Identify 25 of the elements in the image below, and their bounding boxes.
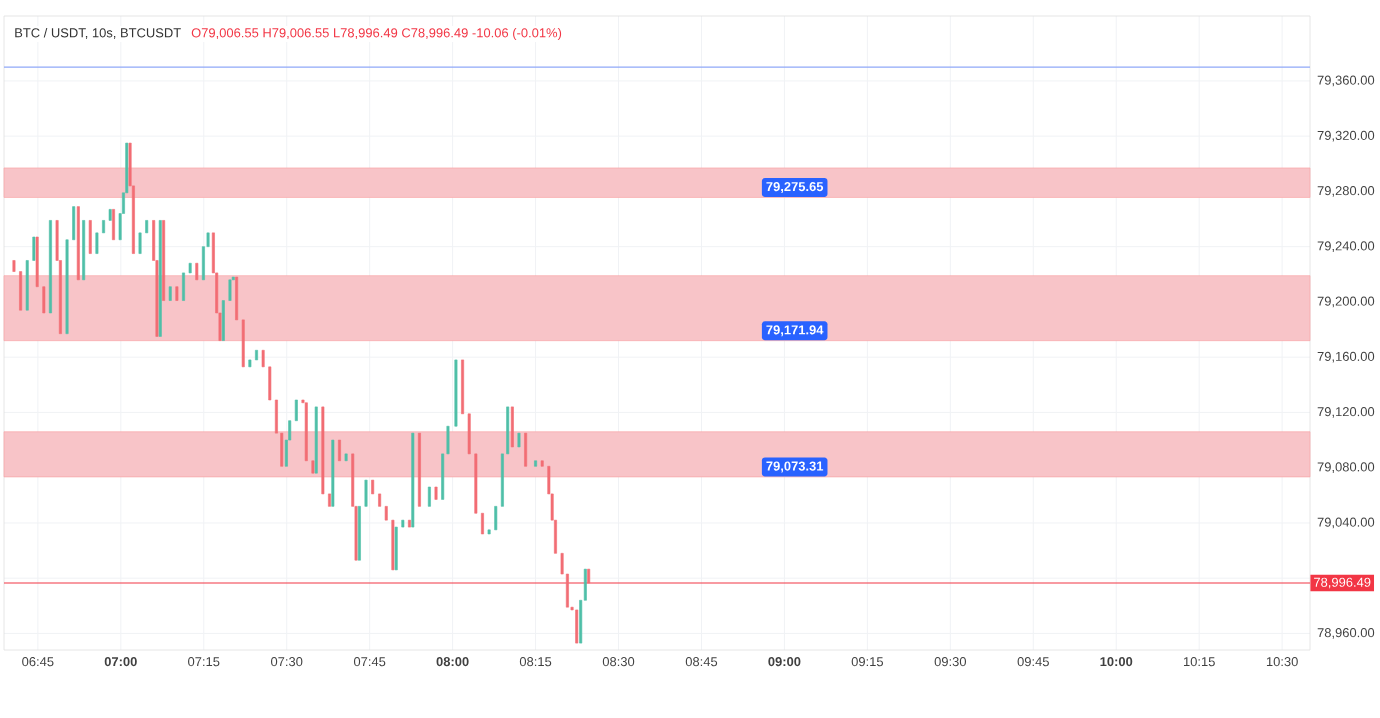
candlestick [427,486,431,507]
candlestick [434,486,438,500]
candlestick [510,406,514,448]
candlestick [587,568,591,584]
candlestick [158,220,162,337]
candlestick [517,432,521,448]
candlestick [76,206,80,281]
candlestick [331,439,335,507]
candlestick [454,359,458,427]
candlestick [575,609,579,644]
candlestick [314,406,318,474]
candlestick [195,262,199,281]
candlestick [394,526,398,571]
candlestick [162,220,166,301]
candlestick [175,286,179,301]
candlestick [48,220,52,314]
candlestick [88,220,92,254]
candlestick [411,432,415,528]
candlestick [534,460,538,467]
candlestick [82,220,86,281]
candlestick [524,432,528,467]
candlestick [344,453,348,462]
candlestick [371,479,375,495]
candlestick [417,432,421,507]
candlestick [168,286,172,301]
